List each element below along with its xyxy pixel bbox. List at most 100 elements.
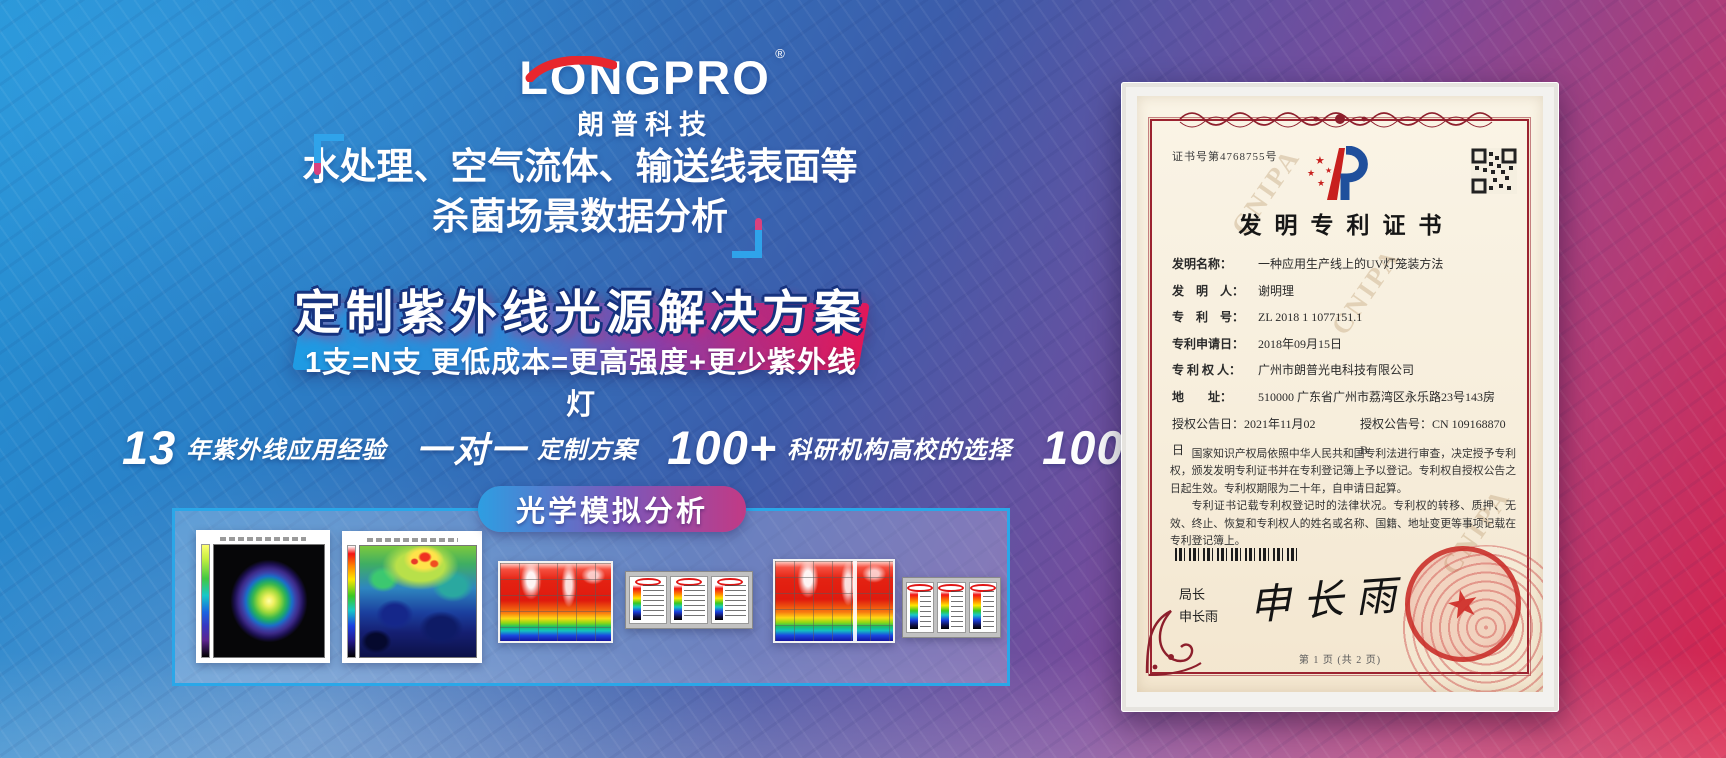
stat-years: 13 年紫外线应用经验 [122, 420, 386, 475]
seal-star-icon: ★ [1442, 580, 1485, 629]
logo-swoosh-icon [525, 38, 618, 93]
logo-wordmark: LONGPRO ® [519, 46, 785, 105]
patent-certificate-frame: CNIPA CNIPA CNIPA 证书号第4768755号 ★ ★ [1121, 82, 1559, 712]
svg-text:★: ★ [1317, 178, 1325, 188]
cnipa-logo-icon: ★ ★ ★ ★ [1301, 145, 1379, 207]
simulation-image-heatmap-2 [773, 559, 895, 643]
body-paragraph-1: 国家知识产权局依照中华人民共和国专利法进行审查，决定授予专利权，颁发发明专利证书… [1170, 448, 1516, 495]
field-value: 510000 广东省广州市荔湾区永乐路23号143房 [1258, 389, 1496, 404]
registered-mark: ® [775, 46, 787, 61]
irradiance-noise-plot [359, 545, 477, 658]
tick-values-placeholder [951, 591, 963, 627]
field-invention-name: 发明名称： 一种应用生产线上的UV灯笼装方法 [1172, 251, 1515, 278]
quote-bracket-close-icon [732, 217, 762, 258]
colorbar-icon [972, 591, 981, 629]
logo-subtitle: 朗普科技 [577, 110, 713, 140]
colorbar-icon [201, 544, 210, 658]
svg-text:★: ★ [1315, 155, 1325, 167]
stat-institutions: 100+ 科研机构高校的选择 [667, 420, 1012, 475]
stats-row: 13 年紫外线应用经验 一对一 定制方案 100+ 科研机构高校的选择 1000… [122, 420, 1365, 475]
director-label: 局长 [1179, 587, 1206, 602]
solution-subtitle: 1支=N支 更低成本=更高强度+更少紫外线灯 [305, 347, 857, 421]
field-grant-row: 授权公告日：2021年11月02日 授权公告号：CN 109168870 B [1172, 411, 1515, 464]
field-patent-number: 专 利 号： ZL 2018 1 1077151.1 [1172, 304, 1515, 331]
tick-values-placeholder [725, 585, 746, 618]
tick-values-placeholder [982, 591, 994, 627]
beam-profile-plot [213, 544, 325, 658]
corner-flourish-icon [1141, 601, 1219, 684]
field-address: 地 址： 510000 广东省广州市荔湾区永乐路23号143房 [1172, 384, 1515, 411]
scale-unit [711, 576, 749, 624]
field-label: 发 明 人： [1172, 283, 1245, 298]
colorbar-icon [941, 591, 950, 629]
headline-line2: 杀菌场景数据分析 [432, 195, 728, 237]
brand-logo: LONGPRO ® 朗普科技 [505, 46, 785, 142]
director-signature: 申长雨 [1247, 570, 1410, 630]
director-block: 局长 申长雨 [1179, 584, 1218, 628]
scale-unit [937, 582, 966, 633]
simulation-image-heatmap-1 [498, 561, 613, 643]
stat-label: 定制方案 [537, 437, 638, 464]
svg-text:★: ★ [1325, 166, 1332, 175]
patent-certificate-paper: CNIPA CNIPA CNIPA 证书号第4768755号 ★ ★ [1137, 96, 1543, 692]
field-value: 2018年09月15日 [1258, 336, 1343, 351]
simulation-image-colorbar-panel-2 [902, 577, 1001, 638]
headline: 水处理、空气流体、输送线表面等 杀菌场景数据分析 [250, 134, 910, 258]
scale-unit [968, 582, 997, 633]
stat-label: 科研机构高校的选择 [787, 437, 1013, 464]
simulation-label-pill: 光学模拟分析 [478, 486, 746, 532]
field-label: 地 址： [1172, 389, 1233, 404]
simulation-label: 光学模拟分析 [515, 496, 708, 528]
grant-number: 授权公告号：CN 109168870 B [1359, 416, 1506, 458]
field-patentee: 专 利 权 人： 广州市朗普光电科技有限公司 [1172, 357, 1515, 384]
lace-ornament-icon [1401, 545, 1543, 692]
headline-line1: 水处理、空气流体、输送线表面等 [302, 146, 858, 187]
qr-code-icon [1471, 148, 1517, 194]
field-value: 广州市朗普光电科技有限公司 [1258, 363, 1415, 378]
simulation-image-colorbar-panel-1 [625, 571, 753, 629]
body-paragraph-2: 专利证书记载专利权登记时的法律状况。专利权的转移、质押、无效、终止、恢复和专利权… [1170, 500, 1516, 548]
certificate-fields: 发明名称： 一种应用生产线上的UV灯笼装方法 发 明 人： 谢明理 专 利 号：… [1172, 251, 1515, 464]
colorbar-icon [910, 591, 918, 629]
svg-text:★: ★ [1307, 168, 1315, 178]
director-name: 申长雨 [1179, 609, 1219, 625]
field-label: 专 利 号： [1172, 310, 1245, 325]
field-label: 发明名称： [1172, 257, 1233, 271]
grant-date: 授权公告日：2021年11月02日 [1172, 416, 1316, 458]
simulation-image-noise-map [342, 531, 482, 663]
stat-value: 100+ [667, 421, 778, 474]
colorbar-icon [715, 585, 723, 620]
field-value: 谢明理 [1258, 283, 1295, 298]
field-label: 专 利 权 人： [1172, 363, 1242, 378]
field-label: 专利申请日： [1172, 336, 1245, 351]
tick-values-placeholder [643, 585, 664, 618]
ornamental-flourish-icon [1175, 105, 1505, 136]
solution-title: 定制紫外线光源解决方案 [294, 286, 866, 339]
certificate-number: 证书号第4768755号 [1172, 151, 1278, 163]
scale-unit [670, 576, 708, 624]
field-application-date: 专利申请日： 2018年09月15日 [1172, 331, 1515, 358]
tick-values-placeholder [684, 585, 705, 618]
chart-title-placeholder [219, 537, 307, 541]
certificate-body-text: 国家知识产权局依照中华人民共和国专利法进行审查，决定授予专利权，颁发发明专利证书… [1170, 446, 1516, 551]
certificate-page-footer: 第 1 页 (共 2 页) [1298, 655, 1382, 666]
colorbar-icon [347, 545, 356, 658]
field-inventor: 发 明 人： 谢明理 [1172, 278, 1515, 305]
certificate-title: 发明专利证书 [1238, 213, 1455, 238]
barcode-icon [1175, 548, 1297, 561]
field-value: 一种应用生产线上的UV灯笼装方法 [1258, 257, 1444, 271]
stat-value: 一对一 [416, 431, 528, 470]
stat-value: 13 [122, 421, 177, 474]
scale-unit [906, 582, 935, 633]
quote-bracket-open-icon [314, 134, 344, 175]
stat-one-on-one: 一对一 定制方案 [416, 422, 637, 473]
stat-label: 年紫外线应用经验 [186, 437, 387, 464]
field-value: ZL 2018 1 1077151.1 [1258, 310, 1363, 325]
chart-title-placeholder [366, 538, 458, 542]
colorbar-icon [633, 585, 641, 620]
scale-unit [629, 576, 667, 624]
colorbar-icon [674, 585, 682, 620]
tick-values-placeholder [920, 591, 932, 627]
simulation-image-beam-profile [196, 530, 330, 663]
